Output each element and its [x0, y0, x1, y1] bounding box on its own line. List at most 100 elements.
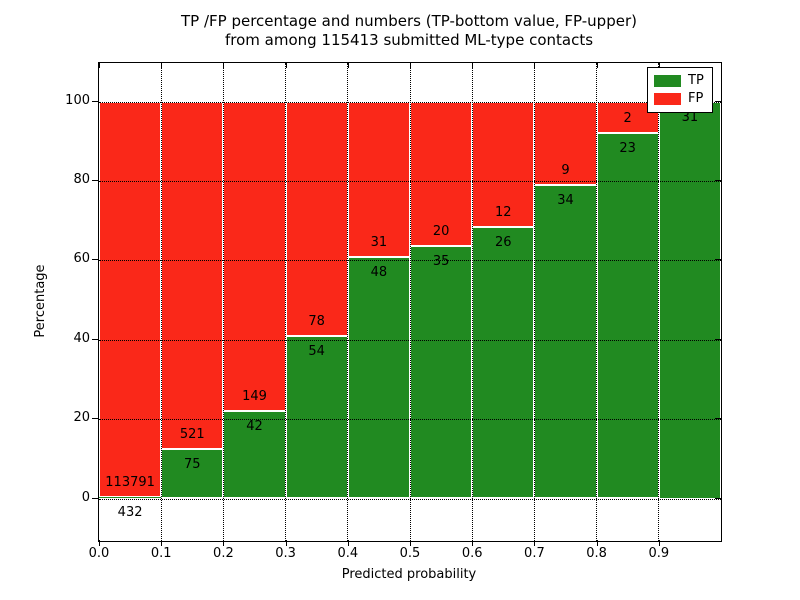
bar-segment-tp [658, 101, 721, 499]
bar-count-label-tp: 54 [308, 344, 325, 360]
plot-area: 113791 432 521 75 149 42 78 54 31 48 20 35 12 26 9 34 2 2… [98, 62, 722, 542]
tick-mark [347, 540, 349, 546]
gridline [99, 339, 721, 341]
bar-count-label-fp: 521 [179, 426, 205, 442]
gridline [471, 63, 473, 541]
gridline [99, 498, 721, 500]
bar-segment-fp [534, 101, 597, 185]
tick-mark [223, 540, 225, 546]
bar-count-label-fp: 113791 [105, 474, 155, 490]
gridline [99, 260, 721, 262]
bar-count-label-fp: 12 [495, 204, 512, 220]
tick-mark [99, 540, 100, 546]
tick-mark [472, 540, 474, 546]
chart-title-line2: from among 115413 submitted ML-type cont… [224, 31, 594, 49]
x-tick-label: 0.0 [88, 546, 110, 561]
tick-mark [410, 62, 411, 68]
gridline [222, 63, 224, 541]
x-tick-label: 0.5 [399, 546, 421, 561]
gridline [99, 180, 721, 182]
tick-mark [347, 62, 349, 68]
bar-count-label-tp: 23 [619, 141, 636, 157]
y-tick-label: 40 [73, 330, 90, 346]
legend-entry-tp: TP [654, 74, 706, 88]
gridline [99, 419, 721, 421]
legend-swatch-tp [654, 75, 681, 87]
bar-count-label-tp: 42 [246, 419, 263, 435]
tick-mark [92, 338, 98, 340]
bar-segment-tp [285, 336, 348, 499]
bar-segment-tp [161, 448, 224, 499]
x-tick-label: 0.8 [586, 546, 607, 561]
x-tick-label: 0.1 [150, 546, 172, 561]
bar-segment-tp [223, 411, 286, 499]
bar-count-label-tp: 432 [117, 504, 143, 520]
x-axis-label: Predicted probability [341, 567, 477, 582]
bar-count-label-tp: 31 [681, 109, 699, 125]
gridline [596, 63, 598, 541]
bar-count-label-tp: 35 [432, 253, 450, 269]
legend: TP FP [647, 67, 713, 113]
bar-segment-fp [410, 101, 473, 246]
bar-count-label-fp: 149 [242, 389, 267, 405]
bar-segment-tp [410, 245, 473, 499]
gridline [533, 63, 535, 541]
tick-mark [410, 540, 411, 546]
tick-mark [596, 540, 598, 546]
x-tick-label: 0.9 [648, 546, 670, 561]
x-tick-label: 0.4 [337, 546, 359, 561]
x-tick-label: 0.6 [461, 546, 483, 561]
tick-mark [534, 540, 536, 546]
gridline [285, 63, 287, 541]
tick-mark [92, 259, 98, 261]
bar-segment-fp [223, 101, 286, 412]
tick-mark [99, 62, 100, 68]
legend-swatch-fp [654, 93, 681, 105]
tick-mark [472, 62, 474, 68]
tick-mark [715, 259, 721, 261]
tick-mark [223, 62, 225, 68]
gridline [409, 63, 411, 541]
bar-count-label-fp: 78 [308, 314, 325, 330]
legend-entry-fp: FP [654, 92, 706, 106]
chart-title: TP /FP percentage and numbers (TP-bottom… [98, 12, 720, 50]
tick-mark [715, 179, 721, 181]
bar-count-label-fp: 9 [561, 162, 570, 178]
bar-segment-fp [472, 101, 535, 227]
tick-mark [715, 497, 721, 499]
legend-label-tp: TP [688, 73, 704, 88]
bar-segment-tp [472, 226, 535, 499]
tick-mark [161, 62, 163, 68]
bar-segment-fp [161, 101, 224, 449]
bar-segment-tp [534, 184, 597, 499]
bar-count-label-tp: 75 [184, 456, 201, 472]
tick-mark [92, 497, 98, 499]
tick-mark [715, 418, 721, 420]
gridline [99, 101, 721, 103]
bar-count-label-fp: 2 [623, 111, 632, 127]
x-tick-label: 0.7 [524, 546, 545, 561]
tick-mark [92, 418, 98, 420]
y-tick-label: 0 [81, 489, 90, 505]
y-tick-label: 20 [73, 410, 90, 426]
tick-mark [92, 100, 98, 102]
gridline [347, 63, 349, 541]
y-tick-label: 80 [73, 171, 90, 187]
tick-mark [715, 100, 721, 102]
bar-segment-tp [99, 496, 162, 499]
x-tick-label: 0.3 [275, 546, 296, 561]
tick-mark [658, 62, 660, 68]
bar-count-label-fp: 31 [370, 235, 388, 251]
tick-mark [285, 540, 287, 546]
gridline [160, 63, 162, 541]
tick-mark [715, 338, 721, 340]
tick-mark [658, 540, 660, 546]
bar-segment-tp [347, 257, 410, 499]
bar-count-label-fp: 20 [432, 223, 450, 239]
tick-mark [161, 540, 163, 546]
bar-count-label-tp: 34 [557, 192, 574, 208]
tick-mark [285, 62, 287, 68]
tick-mark [92, 179, 98, 181]
bar-segment-fp [99, 101, 162, 497]
